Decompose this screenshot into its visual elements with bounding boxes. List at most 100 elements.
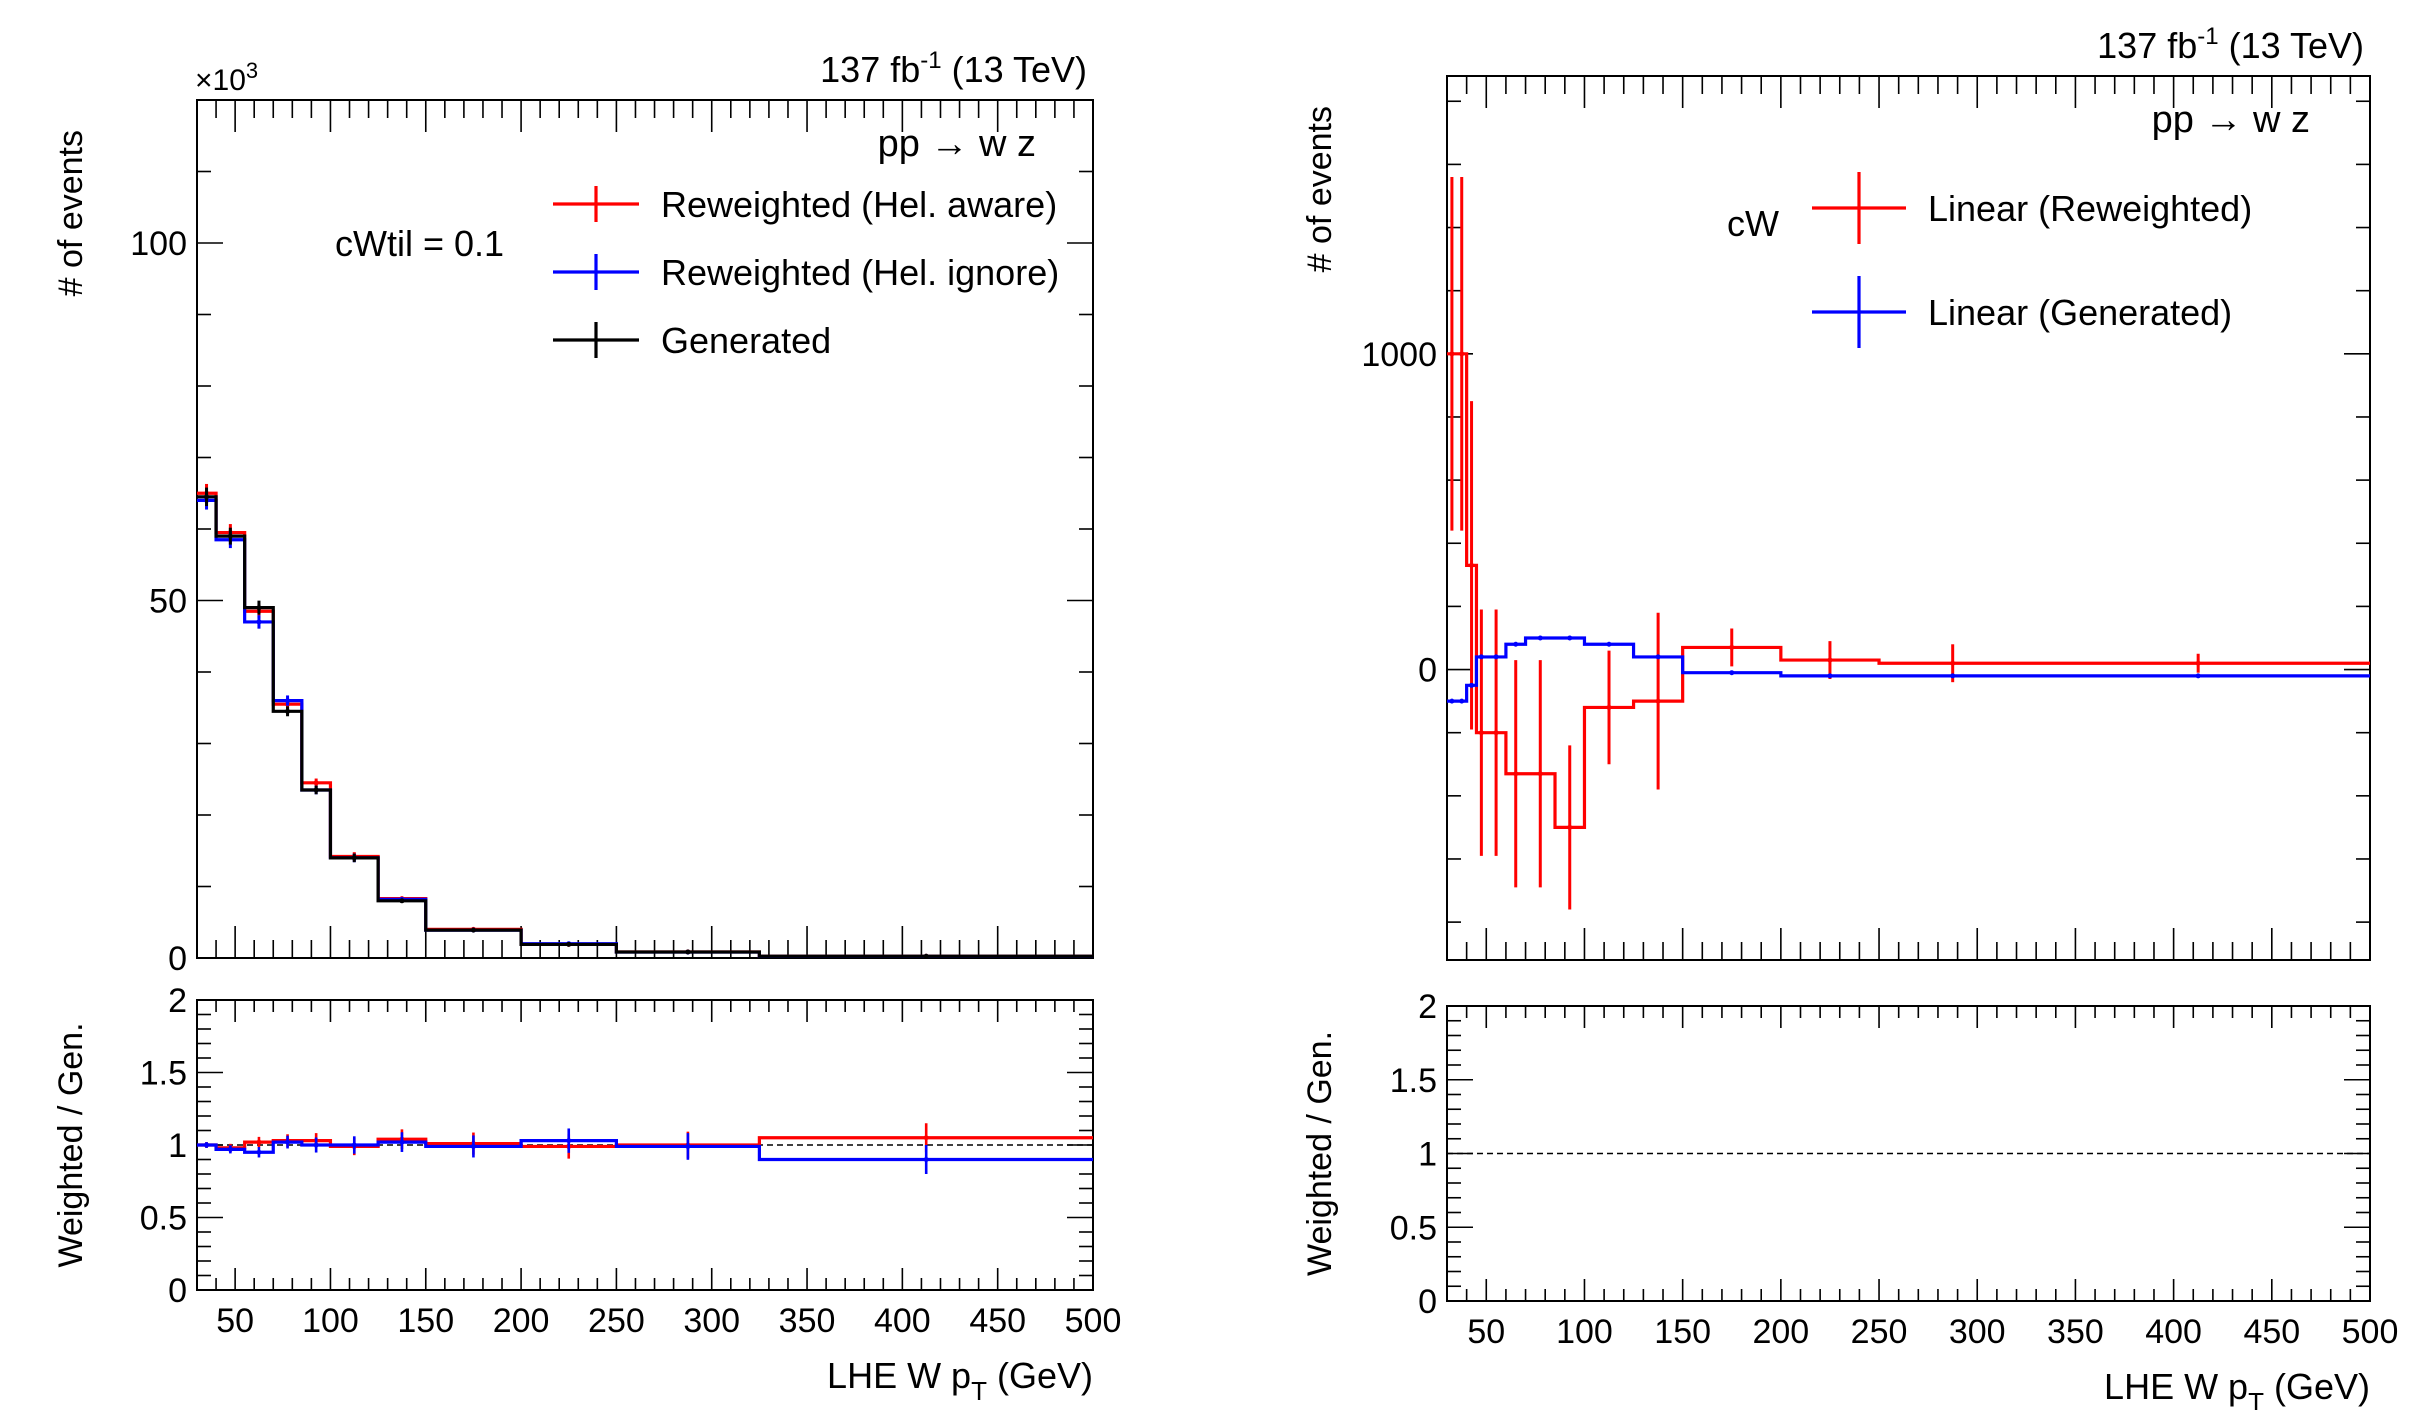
data-point: [1950, 660, 1956, 666]
ratio-y-tick-label: 0.5: [1390, 1209, 1437, 1247]
lumi-label: 137 fb-1 (13 TeV): [820, 47, 1087, 90]
y-axis-label: # of events: [52, 130, 90, 296]
data-point: [399, 898, 405, 904]
x-tick-label: 500: [2342, 1313, 2399, 1351]
data-point: [1449, 698, 1455, 704]
data-point: [285, 708, 291, 714]
x-tick-label: 200: [493, 1302, 550, 1340]
data-point: [351, 855, 357, 861]
lumi-label: 137 fb-1 (13 TeV): [2097, 23, 2364, 66]
lumi-value: 137 fb: [2097, 25, 2197, 66]
series-line-1: [1447, 636, 2370, 703]
data-point: [1469, 562, 1475, 568]
data-point: [1606, 704, 1612, 710]
series-line-0: [197, 491, 1093, 958]
ratio-point: [351, 1142, 357, 1148]
data-point: [1537, 771, 1543, 777]
ratio-point: [227, 1146, 233, 1152]
ticks: [196, 999, 1094, 1291]
series-line-0: [1447, 352, 2370, 829]
data-point: [1606, 641, 1612, 647]
ratio-y-tick-label: 0: [1418, 1283, 1437, 1321]
x-tick-label: 150: [1654, 1313, 1711, 1351]
lumi-value: 137 fb: [820, 49, 920, 90]
data-point: [2195, 673, 2201, 679]
y-axis-label: # of events: [1301, 106, 1339, 272]
x-tick-label: 400: [874, 1302, 931, 1340]
x-tick-label: 450: [2243, 1313, 2300, 1351]
x-tick-label: 200: [1752, 1313, 1809, 1351]
x-tick-label: 100: [1556, 1313, 1613, 1351]
data-point: [685, 949, 691, 955]
legend-label: Linear (Reweighted): [1928, 188, 2252, 229]
data-point: [1827, 673, 1833, 679]
ratio-y-tick-label: 1: [1418, 1136, 1437, 1174]
y-tick-label: 50: [149, 583, 187, 621]
series-layer: [1447, 177, 2370, 910]
ratio-y-tick-label: 1.5: [140, 1055, 187, 1093]
legend-label: Generated: [661, 320, 831, 361]
x-axis-label: LHE W pT (GeV): [2104, 1366, 2370, 1410]
ratio-y-axis-label: Weighted / Gen.: [52, 1022, 90, 1267]
data-point: [1729, 644, 1735, 650]
process-label: pp → w z: [2152, 99, 2310, 141]
x-tick-label: 50: [1467, 1313, 1505, 1351]
coupling-label: cW: [1727, 203, 1779, 244]
series-line-1: [197, 498, 1093, 958]
x-tick-label: 350: [2047, 1313, 2104, 1351]
ratio-point: [566, 1138, 572, 1144]
data-point: [313, 780, 319, 786]
x-axis-label-sub: T: [2248, 1387, 2264, 1410]
legend-entry-1: Linear (Generated): [1812, 276, 2232, 348]
x-tick-label: 350: [779, 1302, 836, 1340]
ratio-y-tick-label: 0: [168, 1272, 187, 1310]
data-point: [1493, 730, 1499, 736]
data-point: [1567, 824, 1573, 830]
data-point: [1459, 351, 1465, 357]
ratio-y-tick-label: 2: [168, 982, 187, 1020]
coupling-label: cWtil = 0.1: [335, 223, 504, 264]
x-tick-label: 50: [216, 1302, 254, 1340]
legend-label: Reweighted (Hel. aware): [661, 184, 1057, 225]
data-point: [1513, 771, 1519, 777]
y-tick-label: 0: [1418, 652, 1437, 690]
data-point: [1449, 351, 1455, 357]
ratio-point: [313, 1142, 319, 1148]
data-point: [1537, 635, 1543, 641]
ratio-point: [285, 1139, 291, 1145]
data-point: [470, 927, 476, 933]
ratio-point: [399, 1139, 405, 1145]
series-line-2: [197, 495, 1093, 958]
ratio-y-tick-label: 2: [1418, 988, 1437, 1026]
ratio-point: [470, 1143, 476, 1149]
x-tick-label: 300: [683, 1302, 740, 1340]
legend-label: Linear (Generated): [1928, 292, 2232, 333]
x-tick-label: 300: [1949, 1313, 2006, 1351]
ratio-y-tick-label: 1: [168, 1127, 187, 1165]
multiplier-exponent: 3: [246, 58, 258, 83]
multiplier-base: ×10: [195, 64, 246, 97]
ratio-y-axis-label: Weighted / Gen.: [1301, 1031, 1339, 1276]
data-point: [1827, 657, 1833, 663]
ratio-layer: [197, 1123, 1093, 1174]
ratio-point: [923, 1157, 929, 1162]
data-point: [566, 941, 572, 947]
x-tick-label: 150: [397, 1302, 454, 1340]
data-point: [1655, 654, 1661, 660]
right-chart: 137 fb-1 (13 TeV) pp → w z cW # of events We…: [1301, 23, 2398, 1410]
legend-entry-1: Reweighted (Hel. ignore): [553, 252, 1059, 293]
legend-entry-2: Generated: [553, 320, 831, 361]
ratio-point: [256, 1139, 262, 1145]
data-point: [256, 619, 262, 625]
x-axis-label-unit: (GeV): [2264, 1366, 2370, 1407]
ratio-y-tick-label: 1.5: [1390, 1062, 1437, 1100]
legend-entry-0: Linear (Reweighted): [1812, 172, 2252, 244]
plot-frame: [1446, 75, 2371, 961]
data-point: [1513, 641, 1519, 647]
ticks: [1446, 76, 2371, 960]
x-tick-label: 500: [1065, 1302, 1122, 1340]
data-point: [204, 494, 210, 500]
data-point: [285, 698, 291, 704]
lumi-exponent: -1: [2197, 23, 2218, 50]
